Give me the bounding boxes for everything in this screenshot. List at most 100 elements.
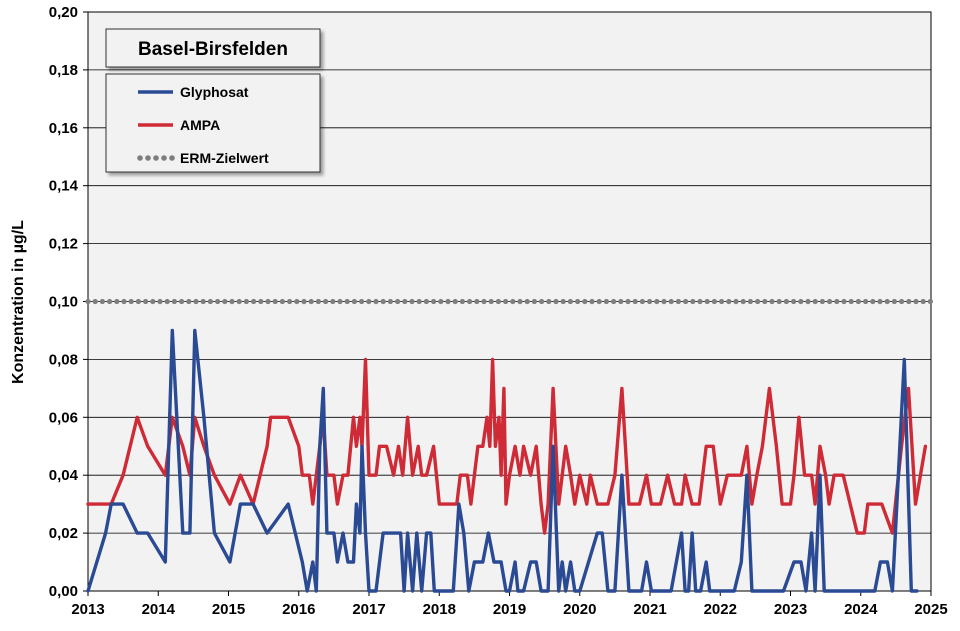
- legend-label: Glyphosat: [180, 84, 249, 100]
- series-point: [409, 298, 415, 305]
- series-point: [812, 298, 818, 305]
- series-point: [402, 298, 408, 305]
- series-point: [546, 298, 552, 305]
- series-point: [740, 298, 746, 305]
- series-point: [567, 298, 574, 305]
- series-point: [467, 298, 473, 305]
- series-point: [848, 298, 854, 305]
- series-layer: [85, 298, 934, 593]
- series-point: [632, 298, 638, 305]
- y-tick-label: 0,18: [49, 62, 78, 79]
- series-point: [366, 298, 372, 305]
- series-point: [294, 298, 300, 305]
- x-tick-label: 2015: [212, 601, 245, 618]
- title-box: Basel-Birsfelden: [105, 28, 321, 68]
- series-point: [791, 298, 797, 305]
- series-point: [193, 298, 199, 305]
- x-tick-label: 2014: [142, 601, 176, 618]
- series-point: [589, 298, 595, 305]
- y-tick-label: 0,00: [49, 583, 78, 600]
- series-point: [575, 298, 581, 305]
- x-tick-label: 2016: [282, 601, 315, 618]
- y-tick-labels: 0,00 0,02 0,04 0,06 0,08 0,10 0,12 0,14 0,16 0,18…: [49, 4, 79, 600]
- series-point: [85, 298, 91, 305]
- series-point: [423, 298, 429, 305]
- series-point: [661, 298, 667, 305]
- series-point: [704, 298, 710, 305]
- series-point: [229, 298, 235, 305]
- series-point: [135, 298, 141, 305]
- series-point: [762, 298, 768, 305]
- series-point: [171, 298, 177, 305]
- x-tick-label: 2024: [844, 601, 878, 618]
- series-point: [459, 298, 465, 305]
- legend-swatch: [137, 155, 143, 161]
- series-point: [711, 298, 718, 305]
- series-point: [222, 298, 228, 305]
- series-point: [913, 298, 919, 305]
- series-point: [207, 298, 213, 305]
- legend-swatch: [153, 155, 159, 161]
- series-point: [834, 298, 840, 305]
- legend-item-ampa: AMPA: [138, 117, 220, 133]
- series-point: [906, 298, 912, 305]
- series-point: [805, 298, 811, 305]
- series-point: [697, 298, 703, 305]
- series-point: [524, 298, 530, 305]
- x-tick-label: 2017: [352, 601, 385, 618]
- series-point: [359, 298, 365, 305]
- series-point: [164, 298, 170, 305]
- series-point: [351, 298, 357, 305]
- series-point: [150, 298, 156, 305]
- series-point: [243, 298, 249, 305]
- series-point: [337, 298, 343, 305]
- grid: [83, 11, 932, 596]
- y-axis-label: Konzentration in µg/L: [10, 220, 27, 384]
- series-point: [143, 298, 149, 305]
- series-point: [431, 298, 437, 305]
- series-point: [668, 298, 674, 305]
- series-point: [683, 298, 689, 305]
- x-tick-label: 2025: [914, 601, 947, 618]
- series-point: [819, 298, 826, 305]
- series-point: [373, 298, 379, 305]
- series-point: [323, 298, 329, 305]
- series-point: [733, 298, 739, 305]
- y-tick-label: 0,02: [49, 525, 78, 542]
- legend-item-glyphosat: Glyphosat: [138, 84, 249, 100]
- y-tick-label: 0,06: [49, 409, 78, 426]
- x-tick-label: 2023: [774, 601, 807, 618]
- series-point: [287, 298, 293, 305]
- series-point: [315, 298, 321, 305]
- series-point: [582, 298, 588, 305]
- series-point: [265, 298, 271, 305]
- series-glyphosat: [86, 328, 919, 593]
- legend-swatch: [145, 155, 151, 161]
- series-point: [474, 298, 480, 305]
- series-point: [884, 298, 890, 305]
- series-point: [625, 298, 631, 305]
- x-tick-label: 2022: [704, 601, 737, 618]
- x-tick-label: 2019: [493, 601, 526, 618]
- series-point: [114, 298, 120, 305]
- series-point: [855, 298, 862, 305]
- series-point: [215, 298, 221, 305]
- series-point: [452, 298, 458, 305]
- y-tick-label: 0,14: [49, 178, 79, 195]
- series-point: [510, 298, 516, 305]
- series-point: [639, 298, 646, 305]
- series-point: [719, 298, 725, 305]
- series-point: [654, 298, 660, 305]
- x-tick-labels: 2013 2014 2015 2016 2017 2018 2019 2020 2021 2022…: [71, 601, 947, 618]
- series-point: [877, 298, 883, 305]
- series-point: [755, 298, 761, 305]
- y-tick-label: 0,16: [49, 120, 78, 137]
- series-point: [560, 298, 566, 305]
- series-point: [251, 298, 257, 305]
- series-point: [387, 298, 393, 305]
- series-point: [927, 298, 934, 305]
- series-point: [330, 298, 336, 305]
- y-tick-label: 0,08: [49, 351, 78, 368]
- series-point: [445, 298, 451, 305]
